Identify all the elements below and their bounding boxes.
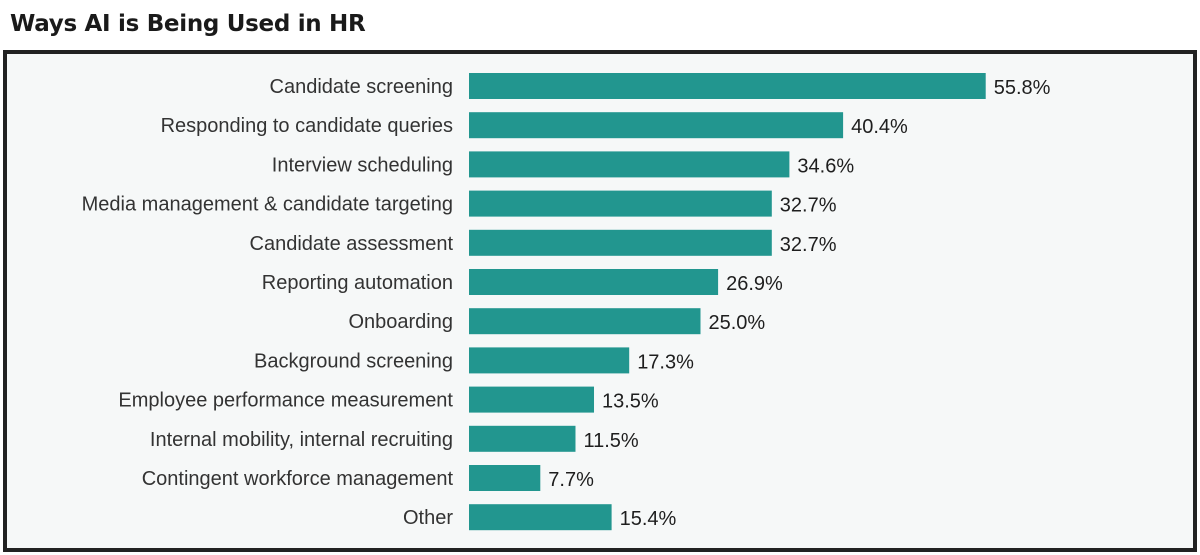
value-label: 25.0% (709, 312, 766, 334)
bar (469, 151, 790, 178)
value-label: 55.8% (994, 77, 1051, 99)
bar (469, 425, 576, 452)
bar (469, 347, 630, 374)
bar (469, 465, 541, 491)
value-label: 13.5% (602, 391, 659, 413)
value-label: 17.3% (637, 351, 694, 373)
bar (469, 112, 844, 139)
value-label: 15.4% (620, 508, 677, 530)
category-label: Media management & candidate targeting (82, 194, 453, 216)
value-label: 26.9% (726, 273, 783, 295)
category-label: Reporting automation (262, 272, 453, 294)
bar (469, 73, 986, 99)
category-label: Internal mobility, internal recruiting (150, 429, 453, 451)
category-label: Onboarding (348, 311, 453, 333)
category-label: Candidate assessment (250, 233, 454, 255)
category-label: Responding to candidate queries (161, 115, 453, 137)
bar (469, 504, 612, 531)
bar (469, 386, 595, 413)
bars-layer: Candidate screening 55.8% Responding to ca… (82, 73, 1051, 531)
category-label: Employee performance measurement (118, 390, 453, 412)
bar (469, 269, 719, 295)
value-label: 32.7% (780, 195, 837, 217)
bar (469, 229, 772, 256)
category-label: Contingent workforce management (142, 468, 454, 490)
value-label: 11.5% (583, 430, 638, 452)
category-label: Candidate screening (270, 76, 453, 98)
value-label: 32.7% (780, 234, 837, 256)
category-label: Interview scheduling (272, 154, 453, 176)
value-label: 40.4% (851, 116, 908, 138)
value-label: 34.6% (797, 155, 854, 177)
value-label: 7.7% (548, 469, 594, 491)
bar (469, 308, 701, 335)
category-label: Background screening (254, 350, 453, 372)
chart-title: Ways AI is Being Used in HR (10, 11, 366, 37)
category-label: Other (403, 507, 453, 529)
bar (469, 190, 772, 217)
